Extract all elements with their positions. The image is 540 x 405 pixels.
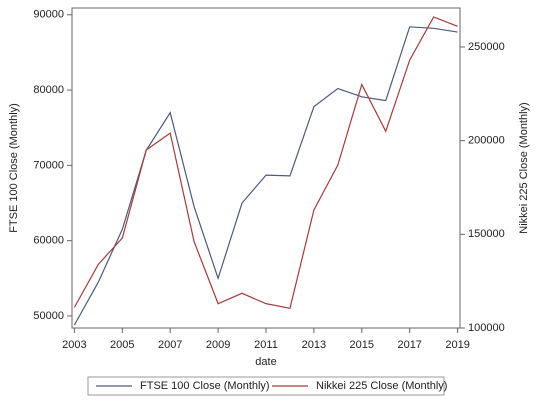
y-tick-label: 70000 bbox=[33, 159, 64, 171]
x-tick-label: 2015 bbox=[350, 339, 374, 351]
x-tick-label: 2009 bbox=[206, 339, 230, 351]
series-line bbox=[73, 26, 458, 326]
legend-label: FTSE 100 Close (Monthly) bbox=[140, 380, 270, 392]
plot-frame bbox=[71, 7, 461, 329]
x-tick-label: 2017 bbox=[397, 339, 421, 351]
series-line bbox=[73, 16, 458, 310]
x-axis-label: date bbox=[255, 356, 276, 368]
y-tick-label: 80000 bbox=[33, 84, 64, 96]
y-tick-label: 60000 bbox=[33, 235, 64, 247]
x-tick-label: 2011 bbox=[254, 339, 278, 351]
y-tick-label: 50000 bbox=[33, 310, 64, 322]
x-tick-label: 2019 bbox=[445, 339, 469, 351]
x-tick-label: 2003 bbox=[62, 339, 86, 351]
x-tick-label: 2005 bbox=[110, 339, 134, 351]
legend-box bbox=[87, 376, 445, 396]
y2-tick-label: 200000 bbox=[468, 135, 505, 147]
y-axis-label: FTSE 100 Close (Monthly) bbox=[8, 103, 20, 233]
legend-label: Nikkei 225 Close (Monthly) bbox=[316, 380, 447, 392]
y-tick-label: 90000 bbox=[33, 9, 64, 21]
y2-tick-label: 150000 bbox=[468, 228, 505, 240]
y2-tick-label: 250000 bbox=[468, 41, 505, 53]
y2-tick-label: 100000 bbox=[468, 322, 505, 334]
x-tick-label: 2007 bbox=[158, 339, 182, 351]
y2-axis-label: Nikkei 225 Close (Monthly) bbox=[518, 102, 530, 233]
x-tick-label: 2013 bbox=[302, 339, 326, 351]
